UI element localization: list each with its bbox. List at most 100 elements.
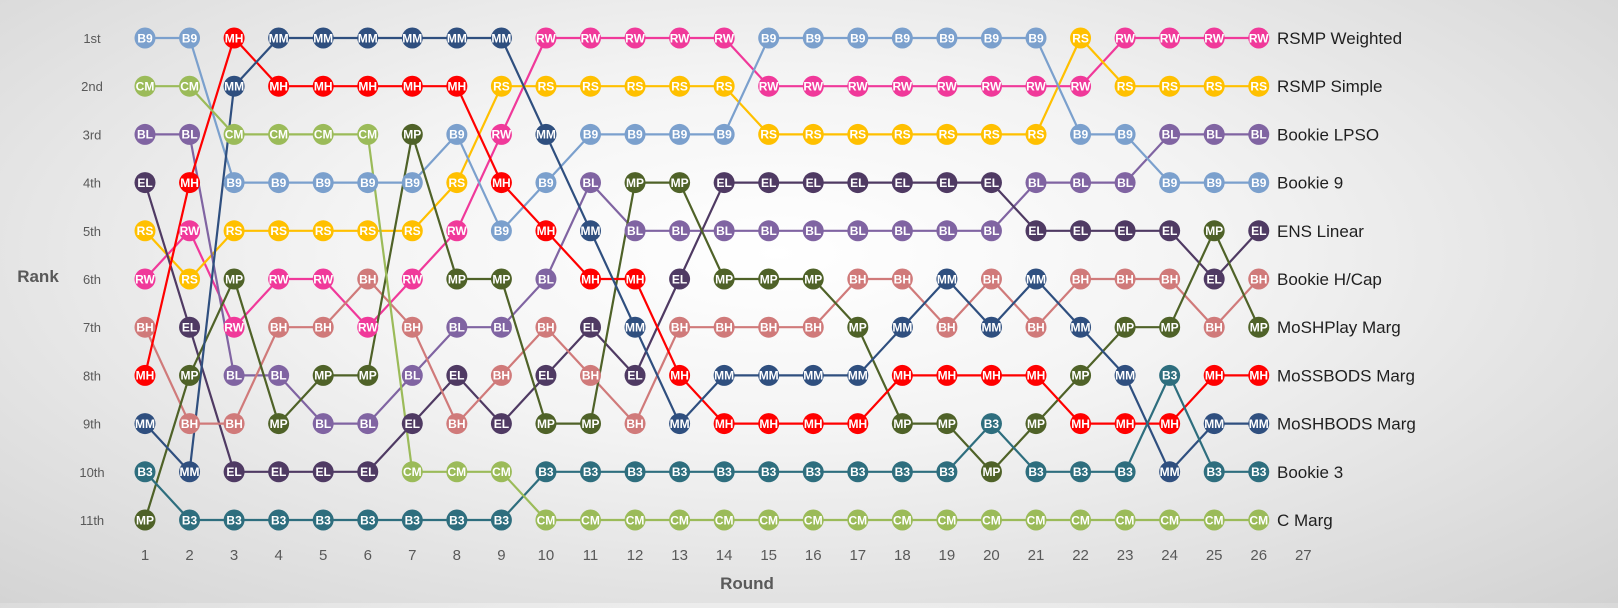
- data-point-label: MP: [537, 417, 555, 431]
- data-point-marker: [1203, 268, 1225, 290]
- data-point-label: MP: [938, 417, 956, 431]
- data-point-marker: [1070, 172, 1092, 194]
- data-point-marker: [669, 316, 691, 338]
- data-point-label: MP: [982, 465, 1000, 479]
- data-point-label: BL: [271, 369, 287, 383]
- data-point-marker: [936, 123, 958, 145]
- data-point-label: BH: [181, 417, 198, 431]
- data-point-marker: [580, 27, 601, 49]
- data-point-rw: RW: [268, 268, 290, 290]
- data-point-label: MP: [136, 513, 154, 527]
- data-point-marker: [268, 461, 290, 483]
- data-point-label: RW: [1071, 80, 1091, 94]
- data-point-b9: B9: [802, 27, 824, 49]
- data-point-el: EL: [980, 172, 1002, 194]
- data-point-label: B3: [1117, 465, 1133, 479]
- data-point-label: B3: [1162, 369, 1178, 383]
- data-point-label: MM: [536, 128, 556, 142]
- data-point-marker: [1070, 75, 1092, 97]
- data-point-el: EL: [1025, 220, 1047, 242]
- data-point-marker: [1114, 364, 1136, 386]
- data-point-mm: MM: [134, 413, 156, 435]
- data-point-label: RW: [982, 80, 1002, 94]
- data-point-marker: [891, 27, 913, 49]
- data-point-label: MP: [760, 272, 778, 286]
- data-point-marker: [179, 316, 201, 338]
- data-point-label: B9: [1162, 176, 1178, 190]
- data-point-marker: [802, 413, 824, 435]
- data-point-label: B3: [271, 513, 287, 527]
- data-point-label: MM: [1026, 272, 1046, 286]
- data-point-marker: [1025, 461, 1047, 483]
- data-point-marker: [268, 268, 290, 290]
- data-point-marker: [1159, 220, 1181, 242]
- data-point-marker: [936, 172, 958, 194]
- data-point-mh: MH: [713, 413, 735, 435]
- data-point-rw: RW: [936, 75, 957, 97]
- data-point-label: BL: [627, 224, 643, 238]
- data-point-label: B3: [850, 465, 866, 479]
- data-point-label: MP: [804, 272, 822, 286]
- data-point-marker: [401, 172, 423, 194]
- data-point-marker: [1114, 316, 1136, 338]
- data-point-marker: [624, 268, 646, 290]
- data-point-label: EL: [449, 369, 464, 383]
- data-point-b9: B9: [223, 172, 245, 194]
- data-point-label: MP: [893, 417, 911, 431]
- data-point-bh: BH: [713, 316, 735, 338]
- data-point-label: RS: [805, 128, 822, 142]
- data-point-label: B9: [1028, 31, 1044, 45]
- data-point-mm: MM: [758, 364, 780, 386]
- data-point-marker: [758, 172, 780, 194]
- data-point-marker: [580, 172, 601, 194]
- data-point-b9: B9: [490, 220, 512, 242]
- data-point-bh: BH: [401, 316, 423, 338]
- data-point-label: MM: [581, 224, 601, 238]
- data-point-label: CM: [626, 513, 645, 527]
- data-point-b9: B9: [624, 123, 646, 145]
- data-point-label: EL: [627, 369, 642, 383]
- data-point-b9: B9: [847, 27, 869, 49]
- data-point-label: BH: [626, 417, 643, 431]
- data-point-bh: BH: [223, 413, 245, 435]
- data-point-label: B9: [316, 176, 332, 190]
- data-point-label: MP: [1072, 369, 1090, 383]
- data-point-mp: MP: [1114, 316, 1136, 338]
- data-point-label: MM: [135, 417, 155, 431]
- data-point-marker: [1203, 172, 1225, 194]
- data-point-rs: RS: [936, 123, 958, 145]
- data-point-rs: RS: [802, 123, 824, 145]
- data-point-mp: MP: [357, 364, 379, 386]
- data-point-label: EL: [1117, 224, 1132, 238]
- data-point-label: MM: [224, 80, 244, 94]
- data-point-bh: BH: [580, 364, 601, 386]
- data-point-marker: [401, 461, 423, 483]
- data-point-mm: MM: [580, 220, 601, 242]
- data-point-marker: [624, 413, 646, 435]
- data-point-bl: BL: [847, 220, 869, 242]
- data-point-marker: [713, 413, 735, 435]
- data-point-marker: [1203, 123, 1225, 145]
- data-point-label: EL: [405, 417, 420, 431]
- y-tick-label: 8th: [83, 368, 101, 383]
- data-point-label: B9: [1207, 176, 1223, 190]
- data-point-bl: BL: [1025, 172, 1047, 194]
- data-point-marker: [1070, 461, 1092, 483]
- data-point-label: BL: [360, 417, 376, 431]
- data-point-marker: [1070, 413, 1092, 435]
- data-point-marker: [179, 172, 201, 194]
- data-point-b3: B3: [1025, 461, 1047, 483]
- data-point-label: MP: [1205, 224, 1223, 238]
- data-point-label: MP: [359, 369, 377, 383]
- data-point-b3: B3: [179, 509, 201, 531]
- data-point-marker: [1114, 172, 1136, 194]
- data-point-b3: B3: [1114, 461, 1136, 483]
- data-point-marker: [535, 316, 557, 338]
- y-tick-label: 5th: [83, 224, 101, 239]
- data-point-marker: [891, 461, 913, 483]
- data-point-marker: [1070, 509, 1092, 531]
- data-point-marker: [134, 509, 156, 531]
- data-point-rs: RS: [223, 220, 245, 242]
- data-point-marker: [1159, 461, 1181, 483]
- data-point-mp: MP: [134, 509, 156, 531]
